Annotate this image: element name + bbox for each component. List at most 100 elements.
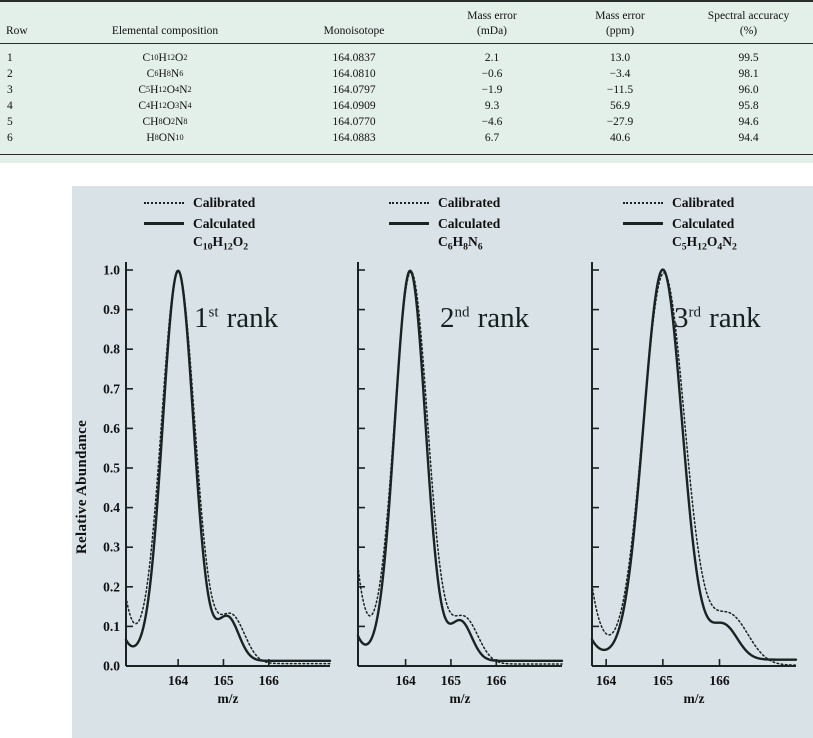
spectrum-plot-2: 164 165 166 m/z — [356, 262, 564, 706]
table-cell: 164.0770 — [332, 115, 376, 128]
table-cell: 164.0883 — [332, 131, 376, 144]
composition-cell: C 5 H 12 O 4 N 2 — [138, 83, 192, 96]
table-cell: 2 — [7, 67, 13, 80]
table-cell: 94.6 — [738, 115, 759, 128]
table-cell: 13.0 — [609, 51, 631, 64]
legend-formula: C6H8N6 — [438, 234, 483, 253]
table-cell: 164.0837 — [332, 51, 376, 64]
column-header: Monoisotope — [323, 24, 385, 37]
composition-cell: C 10 H 12 O 2 — [142, 51, 188, 64]
svg-text:165: 165 — [441, 673, 462, 688]
table-cell: 9.3 — [484, 99, 500, 112]
svg-text:0.7: 0.7 — [103, 381, 120, 396]
table-cell: 96.0 — [738, 83, 759, 96]
svg-text:164: 164 — [596, 673, 617, 688]
legend: Calibrated Calculated C6H8N6 — [389, 192, 568, 254]
rank-label-3: 3rd rank — [674, 302, 761, 335]
rank-label-2: 2nd rank — [440, 302, 529, 335]
table-cell: 98.1 — [738, 67, 759, 80]
rank-ordinal: st — [208, 304, 219, 321]
svg-text:0.1: 0.1 — [103, 619, 120, 634]
legend-item-calibrated: Calibrated — [623, 192, 802, 213]
table-cell: 5 — [7, 115, 13, 128]
table-header-row: Row Elemental composition Monoisotope Mass … — [0, 2, 813, 44]
svg-text:1.0: 1.0 — [103, 263, 120, 278]
rank-word: rank — [477, 302, 530, 334]
legend-item-calibrated: Calibrated — [389, 192, 568, 213]
rank-word: rank — [709, 302, 761, 334]
column-header: Mass error (ppm) — [595, 10, 645, 37]
rank-word: rank — [226, 302, 279, 334]
rank-number: 1 — [194, 302, 209, 334]
table-cell: 40.6 — [609, 131, 631, 144]
svg-text:0.2: 0.2 — [103, 579, 120, 594]
legend: Calibrated Calculated C10H12O2 — [144, 192, 336, 254]
svg-text:m/z: m/z — [684, 691, 705, 706]
spectrum-panel-1: Calibrated Calculated C10H12O2 0.0 0.1 0.2… — [92, 190, 336, 708]
dotted-line-sample — [389, 201, 429, 204]
svg-text:166: 166 — [486, 673, 507, 688]
table-cell: 2.1 — [484, 51, 500, 64]
table-cell: 6 — [7, 131, 13, 144]
legend-item-calibrated: Calibrated — [144, 192, 336, 213]
svg-text:0.3: 0.3 — [103, 540, 120, 555]
table-cell: 4 — [7, 99, 13, 112]
table-cell: −0.6 — [481, 67, 503, 80]
legend-label-calculated: Calculated — [438, 215, 501, 231]
table-cell: −4.6 — [481, 115, 503, 128]
rank-label-1: 1st rank — [194, 302, 278, 335]
spectrum-plot-3: 164 165 166 m/z — [590, 262, 798, 706]
column-header: Row — [6, 24, 28, 37]
legend-item-calculated: Calculated — [623, 213, 802, 234]
column-header: Spectral accuracy (%) — [707, 10, 790, 37]
spectrum-panel-3: Calibrated Calculated C5H12O4N2 164 165 16… — [578, 190, 802, 708]
solid-line-sample — [389, 222, 429, 225]
table-cell: −27.9 — [606, 115, 634, 128]
legend-label-calculated: Calculated — [193, 215, 256, 231]
composition-cell: H 8 ON 10 — [146, 131, 184, 144]
svg-text:0.9: 0.9 — [103, 302, 120, 317]
rank-ordinal: rd — [688, 304, 702, 321]
legend-item-calculated: Calculated — [389, 213, 568, 234]
legend-label-calibrated: Calibrated — [193, 194, 256, 210]
y-axis-title: Relative Abundance — [74, 419, 90, 555]
solid-line-sample — [144, 222, 184, 225]
table-body: 1 C 10 H 12 O 2 164.0837 2.1 13.0 99.5 2 C 6 H 8 N 6 164.0… — [0, 44, 813, 155]
table-cell: 94.4 — [738, 131, 759, 144]
svg-text:0.5: 0.5 — [103, 461, 120, 476]
table-cell: 164.0797 — [332, 83, 376, 96]
svg-text:0.6: 0.6 — [103, 421, 120, 436]
table-cell: 164.0909 — [332, 99, 376, 112]
svg-text:166: 166 — [709, 673, 730, 688]
spectra-figure: Relative Abundance Calibrated Calculated… — [72, 186, 813, 738]
table-cell: −11.5 — [606, 83, 634, 96]
table-cell: 6.7 — [484, 131, 500, 144]
legend-label-calibrated: Calibrated — [672, 194, 735, 210]
legend-formula: C5H12O4N2 — [672, 234, 737, 253]
legend-formula: C10H12O2 — [193, 234, 249, 253]
svg-text:165: 165 — [213, 673, 234, 688]
solid-line-sample — [623, 222, 663, 225]
column-header: Elemental composition — [111, 24, 219, 37]
svg-text:0.8: 0.8 — [103, 342, 120, 357]
table-cell: 56.9 — [609, 99, 631, 112]
table-cell: 99.5 — [738, 51, 759, 64]
rank-number: 3 — [674, 302, 689, 334]
table-cell: −1.9 — [481, 83, 503, 96]
dotted-line-sample — [144, 201, 184, 204]
svg-text:164: 164 — [168, 673, 189, 688]
legend-label-calibrated: Calibrated — [438, 194, 501, 210]
spectrum-panel-2: Calibrated Calculated C6H8N6 164 165 166 m/… — [344, 190, 568, 708]
svg-text:164: 164 — [395, 673, 416, 688]
svg-text:165: 165 — [653, 673, 674, 688]
svg-text:166: 166 — [259, 673, 280, 688]
composition-cell: C 4 H 12 O 3 N 4 — [138, 99, 192, 112]
rank-number: 2 — [440, 302, 455, 334]
svg-text:0.0: 0.0 — [103, 659, 120, 674]
svg-text:0.4: 0.4 — [103, 500, 120, 515]
table-cell: 3 — [7, 83, 13, 96]
table-cell: 1 — [7, 51, 13, 64]
dotted-line-sample — [623, 201, 663, 204]
table-cell: 164.0810 — [332, 67, 376, 80]
